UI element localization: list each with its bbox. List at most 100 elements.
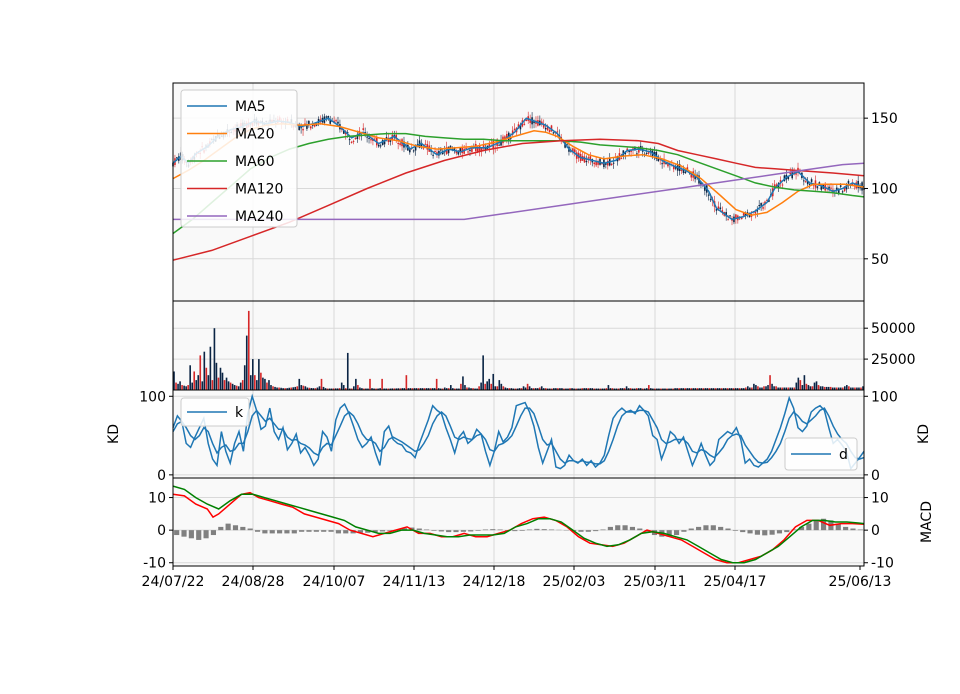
candle-body [450,146,452,148]
volume-bar [541,386,543,390]
volume-bar [775,386,777,390]
volume-bar [175,383,177,390]
legend-label-ma60: MA60 [235,154,274,170]
price-ytick-100-label-right: 100 [871,181,898,197]
volume-bar [763,386,765,390]
volume-bar [199,355,201,390]
volume-bar [187,385,189,390]
macd-histogram-bar [630,527,635,530]
macd-ytick-0-label-left: 0 [157,523,166,539]
volume-bar [319,386,321,390]
volume-bar [226,378,228,390]
macd-histogram-bar [689,529,694,531]
candle-body [648,152,650,154]
candle-body [326,117,328,118]
candle-body [830,188,832,189]
candle-body [758,205,760,206]
candle-body [720,208,722,210]
candle-body [434,151,436,152]
candle-body [743,213,745,216]
volume-bar [232,384,234,390]
volume-bar [244,365,246,390]
macd-histogram-bar [174,530,179,535]
macd-histogram-bar [623,525,628,530]
kd-ytick-0-label-left: 0 [157,468,166,484]
candle-body [762,207,764,209]
candle-body [782,185,784,186]
volume-bar [482,355,484,390]
volume-ytick-50000-label-right: 50000 [871,321,916,337]
volume-bar [816,381,818,390]
volume-bar [808,385,810,390]
volume-bar [262,378,264,390]
candle-body [811,179,813,182]
candle-body [708,195,710,196]
macd-histogram-bar [204,530,209,538]
volume-bar [484,384,486,390]
macd-histogram-bar [255,530,260,532]
volume-bar [648,385,650,390]
macd-histogram-bar [858,529,863,530]
macd-histogram-bar [439,530,444,531]
legend-label-ma20: MA20 [235,127,274,143]
volume-bar [796,383,798,390]
volume-bar [820,386,822,390]
macd-histogram-bar [747,530,752,533]
macd-histogram-bar [527,529,532,530]
volume-bar [755,385,757,390]
volume-bar [212,380,214,390]
macd-histogram-bar [600,529,605,530]
candle-body [469,150,471,151]
volume-bar [179,381,181,390]
macd-histogram-bar [226,524,231,531]
volume-bar [844,386,846,390]
macd-histogram-bar [755,530,760,535]
candle-body [432,155,434,156]
macd-histogram-bar [277,530,282,533]
x-tick-label-8: 25/06/13 [829,574,892,590]
candle-body [611,164,613,165]
macd-histogram-bar [328,530,333,532]
volume-bar [189,365,191,390]
macd-histogram-bar [733,530,738,531]
candle-body [349,139,351,140]
macd-histogram-bar [453,530,458,532]
candle-body [353,141,355,142]
volume-bar [498,380,500,390]
candle-body [545,128,547,129]
macd-histogram-bar [431,530,436,531]
candle-body [524,124,526,125]
volume-bar [254,375,256,390]
volume-bar [804,375,806,390]
macd-histogram-bar [248,529,253,531]
volume-bar [747,386,749,390]
candle-body [588,157,590,158]
volume-bar [270,385,272,390]
candle-body [819,182,821,183]
macd-histogram-bar [637,529,642,531]
macd-histogram-bar [498,529,503,530]
macd-histogram-bar [336,530,341,533]
volume-bar [608,385,610,390]
candle-body [621,158,623,159]
kd-legend-k-label: k [235,405,244,421]
macd-histogram-bar [520,530,525,531]
volume-bar [236,386,238,390]
macd-histogram-bar [718,527,723,530]
kd-legend-d-label: d [839,447,848,463]
volume-bar [240,383,242,390]
volume-bar [197,375,199,390]
volume-bar [193,371,195,390]
price-ytick-150-label-right: 150 [871,111,898,127]
volume-bar [305,386,307,390]
candle-body [593,163,595,165]
macd-histogram-bar [615,525,620,530]
volume-bar [206,368,208,390]
candle-body [840,185,842,187]
volume-bar [234,385,236,390]
volume-bar [478,386,480,390]
macd-histogram-bar [696,527,701,530]
candle-body [636,153,638,154]
candle-body [302,129,304,130]
candle-body [471,148,473,151]
